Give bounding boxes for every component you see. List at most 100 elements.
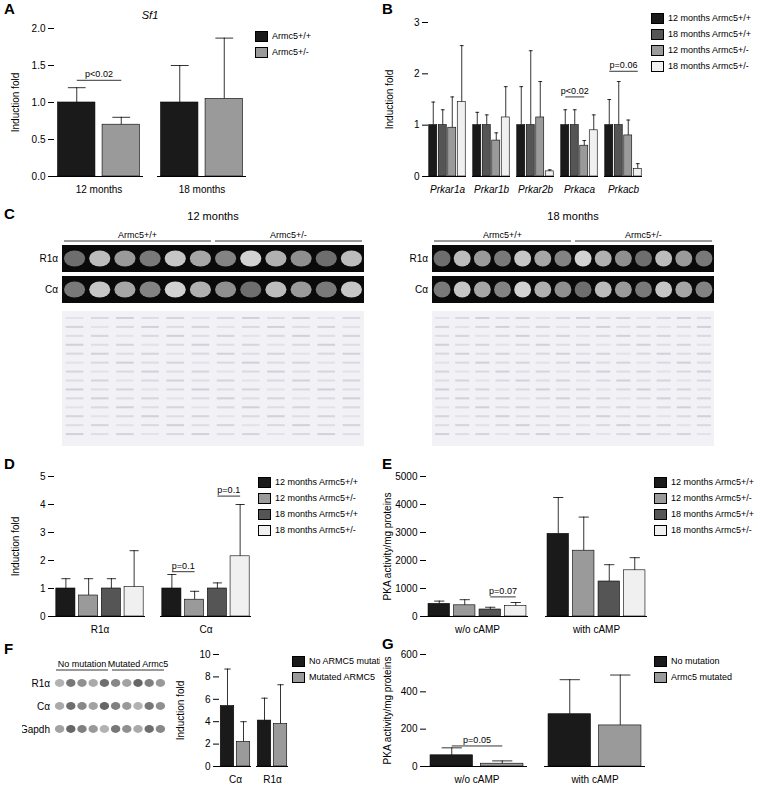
svg-text:Armc5+/+: Armc5+/+ [118, 230, 157, 240]
svg-text:1.0: 1.0 [32, 97, 46, 108]
svg-text:1.5: 1.5 [32, 60, 46, 71]
html-text:18 months Armc5+/-: 18 months Armc5+/- [275, 525, 356, 535]
svg-text:10: 10 [199, 649, 211, 660]
svg-text:with cAMP: with cAMP [572, 624, 621, 635]
svg-text:PKA activity/mg proteins: PKA activity/mg proteins [382, 657, 393, 765]
svg-text:p=0.07: p=0.07 [489, 586, 517, 596]
svg-text:No mutation: No mutation [58, 659, 107, 669]
html-text:C: C [4, 205, 15, 222]
svg-text:with cAMP: with cAMP [570, 774, 619, 785]
svg-text:4: 4 [205, 716, 211, 727]
svg-text:0: 0 [412, 611, 418, 622]
svg-text:600: 600 [401, 649, 418, 660]
html-text:No ARMC5 mutation: No ARMC5 mutation [309, 656, 391, 666]
html-text:18 months Armc5+/-: 18 months Armc5+/- [668, 61, 749, 71]
svg-text:4000: 4000 [395, 499, 418, 510]
svg-text:R1α: R1α [39, 253, 58, 264]
svg-text:Mutated Armc5: Mutated Armc5 [108, 659, 169, 669]
svg-text:Induction fold: Induction fold [175, 681, 186, 741]
svg-text:3: 3 [40, 527, 46, 538]
svg-text:0: 0 [414, 171, 420, 182]
svg-text:PKA activity/mg proteins: PKA activity/mg proteins [382, 493, 393, 601]
html-text:12 months Armc5+/-: 12 months Armc5+/- [275, 493, 356, 503]
svg-text:Cα: Cα [45, 284, 58, 295]
html-text:G: G [382, 635, 394, 652]
svg-text:0: 0 [205, 761, 211, 772]
html-text:D: D [4, 455, 15, 472]
html-text:12 months Armc5+/+: 12 months Armc5+/+ [275, 477, 358, 487]
svg-text:18 months: 18 months [179, 184, 226, 195]
html-text:12 months Armc5+/+: 12 months Armc5+/+ [668, 13, 751, 23]
html-text:18 months Armc5+/+: 18 months Armc5+/+ [671, 509, 754, 519]
svg-text:12 months: 12 months [187, 210, 239, 222]
svg-text:Armc5+/-: Armc5+/- [625, 230, 662, 240]
html-text:E: E [382, 455, 392, 472]
html-text:Sf1: Sf1 [141, 9, 159, 21]
svg-text:18 months: 18 months [547, 210, 599, 222]
svg-text:Cα: Cα [415, 284, 428, 295]
svg-text:p=0.1: p=0.1 [172, 561, 195, 571]
svg-text:Prkar1a: Prkar1a [430, 184, 465, 195]
html-text:18 months Armc5+/+: 18 months Armc5+/+ [668, 29, 751, 39]
html-text:Armc5 mutated: Armc5 mutated [671, 672, 732, 682]
svg-text:Induction fold: Induction fold [10, 73, 21, 133]
html-text:B: B [382, 0, 393, 17]
html-text:18 months Armc5+/-: 18 months Armc5+/- [671, 525, 752, 535]
html-text:18 months Armc5+/+: 18 months Armc5+/+ [275, 509, 358, 519]
svg-text:R1α: R1α [263, 774, 282, 785]
svg-text:p=0.1: p=0.1 [217, 485, 240, 495]
svg-text:200: 200 [401, 723, 418, 734]
svg-text:2: 2 [40, 555, 46, 566]
svg-text:Prkar1b: Prkar1b [474, 184, 509, 195]
svg-text:R1α: R1α [31, 678, 50, 689]
svg-text:Armc5+/-: Armc5+/- [270, 230, 307, 240]
svg-text:0: 0 [412, 761, 418, 772]
html-text:12 months Armc5+/-: 12 months Armc5+/- [671, 493, 752, 503]
svg-text:8: 8 [205, 671, 211, 682]
svg-text:R1α: R1α [409, 253, 428, 264]
svg-text:Induction fold: Induction fold [384, 70, 395, 130]
svg-text:Prkar2b: Prkar2b [518, 184, 553, 195]
svg-text:3: 3 [414, 17, 420, 28]
svg-text:3000: 3000 [395, 527, 418, 538]
svg-text:0: 0 [40, 611, 46, 622]
svg-text:w/o cAMP: w/o cAMP [454, 624, 500, 635]
svg-text:p=0.05: p=0.05 [463, 735, 491, 745]
svg-text:2.0: 2.0 [32, 23, 46, 34]
svg-text:2: 2 [205, 738, 211, 749]
svg-text:w/o cAMP: w/o cAMP [453, 774, 499, 785]
svg-text:1: 1 [414, 119, 420, 130]
svg-text:1000: 1000 [395, 583, 418, 594]
svg-text:6: 6 [205, 694, 211, 705]
svg-text:Cα: Cα [199, 624, 212, 635]
svg-text:p<0.02: p<0.02 [85, 69, 113, 79]
html-text:12 months Armc5+/-: 12 months Armc5+/- [668, 45, 749, 55]
svg-text:Cα: Cα [37, 701, 50, 712]
svg-text:4: 4 [40, 499, 46, 510]
svg-text:p=0.06: p=0.06 [610, 60, 638, 70]
svg-text:5000: 5000 [395, 471, 418, 482]
html-text:F: F [4, 640, 14, 657]
svg-text:R1α: R1α [91, 624, 110, 635]
html-text:No mutation: No mutation [671, 656, 720, 666]
svg-text:Armc5+/+: Armc5+/+ [483, 230, 522, 240]
svg-text:5: 5 [40, 471, 46, 482]
svg-text:Cα: Cα [229, 774, 242, 785]
svg-text:0.0: 0.0 [32, 171, 46, 182]
svg-text:2: 2 [414, 68, 420, 79]
html-text:12 months Armc5+/+: 12 months Armc5+/+ [671, 477, 754, 487]
svg-text:Gapdh: Gapdh [22, 724, 50, 735]
svg-text:Prkaca: Prkaca [564, 184, 596, 195]
html-text:Armc5+/-: Armc5+/- [272, 47, 309, 57]
svg-text:Prkacb: Prkacb [608, 184, 640, 195]
svg-text:0.5: 0.5 [32, 134, 46, 145]
html-text:A: A [4, 0, 15, 17]
html-text:Armc5+/+: Armc5+/+ [272, 31, 311, 41]
svg-text:p<0.02: p<0.02 [561, 86, 589, 96]
svg-text:1: 1 [40, 583, 46, 594]
svg-text:12 months: 12 months [76, 184, 123, 195]
svg-text:2000: 2000 [395, 555, 418, 566]
html-text:Mutated ARMC5: Mutated ARMC5 [309, 672, 375, 682]
svg-text:Induction fold: Induction fold [10, 517, 21, 577]
svg-text:400: 400 [401, 686, 418, 697]
